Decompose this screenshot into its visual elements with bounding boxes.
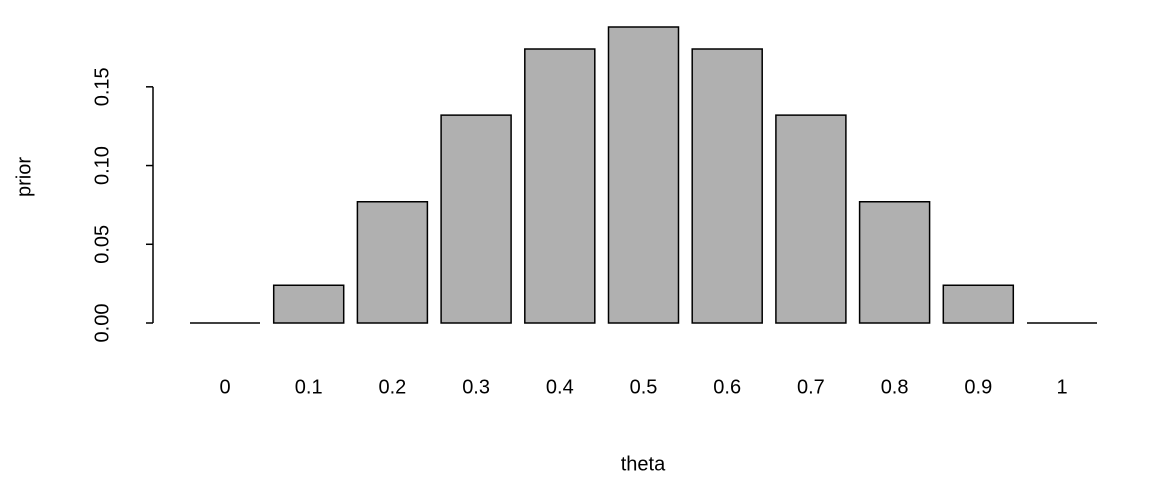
y-tick-label: 0.10 [91, 146, 113, 185]
y-axis-label: prior [13, 157, 35, 197]
bar [775, 114, 847, 324]
y-tick-label: 0.00 [91, 304, 113, 343]
bar [524, 48, 596, 324]
x-tick-label: 0.2 [378, 376, 406, 398]
x-tick-label: 0.7 [797, 376, 825, 398]
x-tick-label: 0.1 [295, 376, 323, 398]
x-tick-label: 0.9 [964, 376, 992, 398]
y-tick-label: 0.15 [91, 67, 113, 106]
bar [440, 114, 512, 324]
x-tick-label: 0 [219, 376, 230, 398]
bar [858, 201, 931, 324]
bar [272, 284, 345, 324]
x-tick-label: 1 [1056, 376, 1067, 398]
y-tick-label: 0.05 [91, 225, 113, 264]
bar [607, 26, 680, 324]
bar [356, 201, 429, 324]
bar [691, 48, 763, 324]
x-tick-label: 0.6 [713, 376, 741, 398]
x-axis-label: theta [621, 453, 666, 475]
x-tick-label: 0.4 [546, 376, 574, 398]
x-tick-label: 0.8 [881, 376, 909, 398]
x-tick-label: 0.5 [630, 376, 658, 398]
bar [942, 284, 1015, 324]
x-tick-label: 0.3 [462, 376, 490, 398]
